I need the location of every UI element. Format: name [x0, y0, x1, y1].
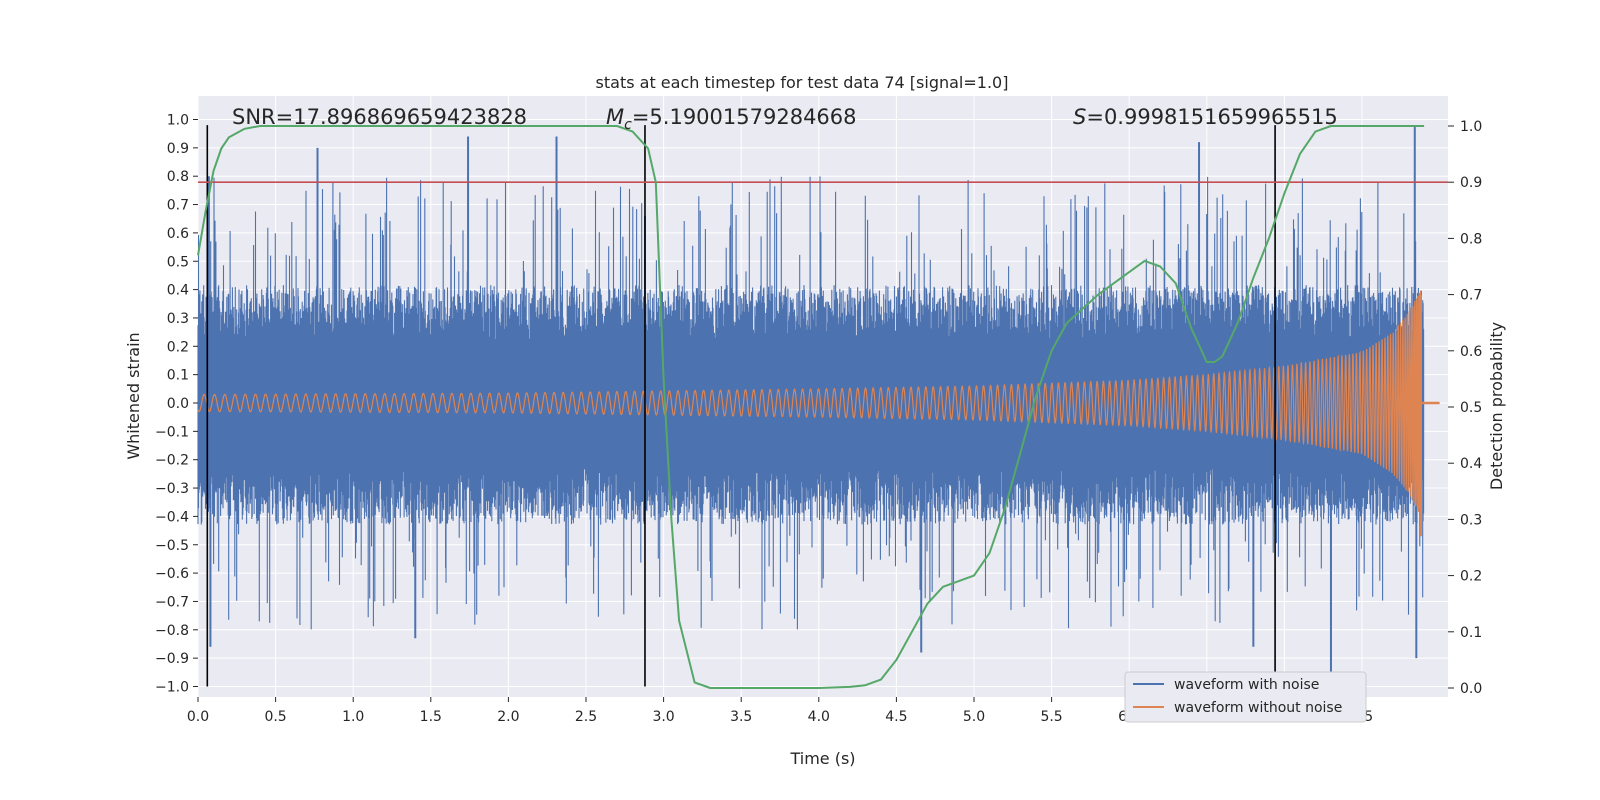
x-axis-label: Time (s) — [789, 749, 855, 768]
x-tick-label: 5.5 — [1040, 709, 1062, 725]
y-right-tick-label: 0.6 — [1460, 344, 1482, 360]
y-axis-ticks: 1.0 0.9 0.8 0.7 0.6 0.5 0.4 0.3 0.2 0.1 0.0 −0.1 −0.… — [155, 113, 198, 696]
s-annotation: S=0.9998151659965515 — [1073, 105, 1338, 129]
s-symbol: S — [1073, 105, 1086, 129]
x-tick-label: 3.0 — [652, 709, 674, 725]
y-tick-label: 0.2 — [167, 339, 189, 355]
y-tick-label: 0.1 — [167, 368, 189, 384]
y-tick-label: 0.9 — [167, 141, 189, 157]
chart-title: stats at each timestep for test data 74 … — [596, 73, 1009, 92]
clean-waveform — [197, 290, 1440, 537]
y-tick-label: 0.8 — [167, 169, 189, 185]
x-tick-label: 1.0 — [342, 709, 364, 725]
y-right-tick-label: 0.3 — [1460, 512, 1482, 528]
legend: waveform with noise waveform without noi… — [1124, 671, 1367, 723]
y-tick-label: 0.3 — [167, 311, 189, 327]
legend-label-noise: waveform with noise — [1174, 677, 1319, 693]
y-right-tick-label: 0.5 — [1460, 400, 1482, 416]
legend-label-clean: waveform without noise — [1174, 700, 1342, 716]
x-tick-label: 0.0 — [187, 709, 209, 725]
y-tick-label: −0.3 — [155, 481, 189, 497]
y-tick-label: 0.0 — [167, 396, 189, 412]
x-tick-label: 0.5 — [264, 709, 286, 725]
chirp-mass-subscript: c — [624, 117, 632, 133]
y-right-axis-ticks: 1.0 0.9 0.8 0.7 0.6 0.5 0.4 0.3 0.2 0.1 0.0 — [1448, 119, 1482, 697]
x-tick-label: 2.5 — [575, 709, 597, 725]
snr-annotation: SNR=17.896869659423828 — [232, 105, 527, 129]
x-tick-label: 2.0 — [497, 709, 519, 725]
y-tick-label: −0.5 — [155, 538, 189, 554]
y-right-tick-label: 0.7 — [1460, 288, 1482, 304]
y-tick-label: 0.4 — [167, 283, 189, 299]
x-tick-label: 5.0 — [963, 709, 985, 725]
chirp-mass-value: =5.19001579284668 — [632, 105, 857, 129]
y-right-tick-label: 1.0 — [1460, 119, 1482, 135]
s-value: =0.9998151659965515 — [1086, 105, 1337, 129]
y-tick-label: −0.9 — [155, 651, 189, 667]
y-right-axis-label: Detection probability — [1487, 322, 1506, 490]
noise-waveform — [197, 125, 1425, 681]
noise-core-band — [198, 346, 1425, 466]
y-tick-label: 0.5 — [167, 254, 189, 270]
y-right-tick-label: 0.2 — [1460, 569, 1482, 585]
y-right-tick-label: 0.1 — [1460, 625, 1482, 641]
y-tick-label: −0.4 — [155, 509, 189, 525]
probability-curve — [197, 125, 1425, 689]
y-right-tick-label: 0.9 — [1460, 175, 1482, 191]
x-tick-label: 4.5 — [885, 709, 907, 725]
y-tick-label: −0.1 — [155, 424, 189, 440]
y-tick-label: 1.0 — [167, 113, 189, 129]
chirp-mass-annotation: Mc=5.19001579284668 — [606, 105, 857, 133]
y-tick-label: −0.7 — [155, 594, 189, 610]
y-tick-label: −0.6 — [155, 566, 189, 582]
x-tick-label: 4.0 — [808, 709, 830, 725]
probability-line — [197, 125, 1425, 689]
y-right-tick-label: 0.4 — [1460, 456, 1482, 472]
x-tick-label: 3.5 — [730, 709, 752, 725]
y-axis-label: Whitened strain — [124, 332, 143, 459]
y-tick-label: 0.6 — [167, 226, 189, 242]
chirp-line — [197, 290, 1422, 516]
y-right-tick-label: 0.8 — [1460, 231, 1482, 247]
y-tick-label: −0.2 — [155, 453, 189, 469]
y-tick-label: −1.0 — [155, 680, 189, 696]
y-tick-label: 0.7 — [167, 198, 189, 214]
y-right-tick-label: 0.0 — [1460, 681, 1482, 697]
y-tick-label: −0.8 — [155, 623, 189, 639]
chirp-mass-symbol: M — [606, 105, 624, 129]
legend-box — [1124, 671, 1367, 723]
x-tick-label: 1.5 — [420, 709, 442, 725]
